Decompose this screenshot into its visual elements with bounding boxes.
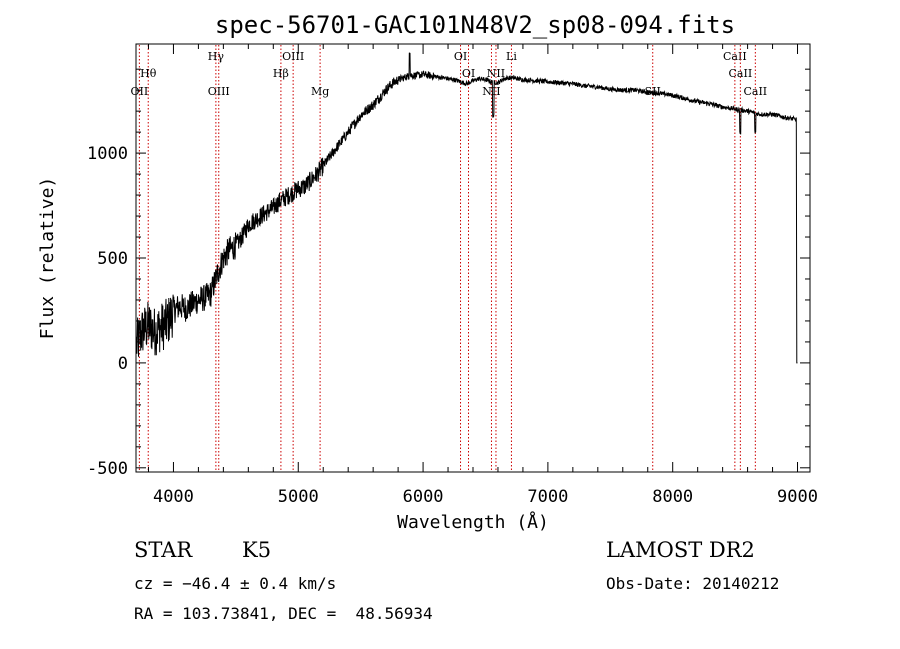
- y-tick-label: -500: [87, 459, 128, 479]
- line-marker-label: OI: [454, 50, 467, 63]
- y-tick-label: 1000: [87, 144, 128, 164]
- x-tick-label: 9000: [777, 487, 818, 507]
- x-axis: 4000 5000 6000 7000 8000 9000: [147, 44, 818, 507]
- chart-title: spec-56701-GAC101N48V2_sp08-094.fits: [215, 11, 735, 39]
- plot-frame: [135, 43, 811, 473]
- object-subclass: K5: [242, 538, 272, 562]
- line-markers: OIIHθHγOIIIHβOIIIMgOIOINIINIILiSIICaIICa…: [131, 45, 767, 471]
- line-marker-label: OIII: [282, 50, 304, 63]
- line-marker-label: Hβ: [273, 67, 289, 80]
- line-marker-label: Li: [506, 50, 517, 63]
- y-axis: -500 0 500 1000: [87, 68, 810, 479]
- x-axis-label: Wavelength (Å): [397, 511, 549, 533]
- y-tick-label: 0: [118, 354, 128, 374]
- line-marker-label: NII: [487, 67, 505, 80]
- x-tick-label: 6000: [403, 487, 444, 507]
- line-marker-label: Hγ: [208, 50, 225, 63]
- x-tick-label: 7000: [527, 487, 568, 507]
- coordinates: RA = 103.73841, DEC = 48.56934: [134, 604, 433, 623]
- x-tick-label: 4000: [153, 487, 194, 507]
- y-axis-label: Flux (relative): [37, 177, 58, 340]
- x-tick-label: 5000: [278, 487, 319, 507]
- line-marker-label: OIII: [208, 85, 230, 98]
- obs-date: Obs-Date: 20140212: [606, 574, 780, 593]
- spectrum-line: [136, 52, 798, 364]
- line-marker-label: Hθ: [140, 67, 157, 80]
- y-tick-label: 500: [97, 249, 128, 269]
- line-marker-label: CaII: [729, 67, 753, 80]
- object-class: STAR: [134, 538, 193, 562]
- line-marker-label: OI: [462, 67, 475, 80]
- line-marker-label: OII: [131, 85, 149, 98]
- line-marker-label: Mg: [311, 85, 329, 98]
- redshift-text: cz = −46.4 ± 0.4 km/s: [134, 574, 337, 593]
- survey-name: LAMOST DR2: [606, 538, 755, 562]
- line-marker-label: CaII: [723, 50, 747, 63]
- line-marker-label: CaII: [743, 85, 767, 98]
- line-marker-label: NII: [482, 85, 500, 98]
- spectrum-series: [136, 52, 798, 364]
- x-tick-label: 8000: [652, 487, 693, 507]
